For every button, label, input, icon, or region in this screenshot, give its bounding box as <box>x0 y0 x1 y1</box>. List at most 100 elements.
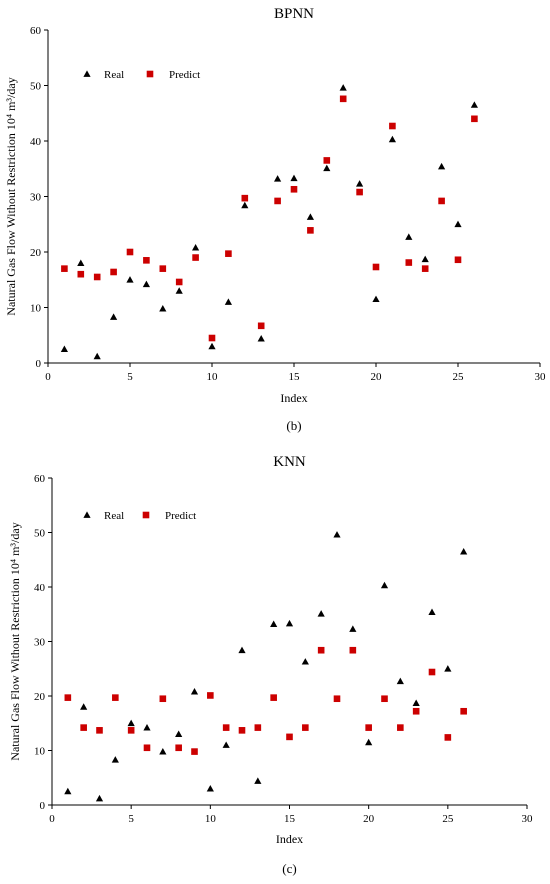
data-point-predict <box>317 646 325 654</box>
x-tick-label: 0 <box>45 371 51 383</box>
data-point-real <box>143 724 151 731</box>
data-point-real <box>159 747 167 755</box>
legend-marker-real <box>83 70 91 77</box>
x-tick-label: 15 <box>289 371 301 383</box>
data-point-real <box>93 352 101 360</box>
data-point-real <box>126 276 134 283</box>
data-point-real <box>206 785 214 792</box>
data-point-real <box>190 688 199 695</box>
data-point-real <box>60 345 68 353</box>
data-point-predict <box>323 157 331 164</box>
data-point-real <box>372 295 380 303</box>
legend-marker-real <box>83 511 91 518</box>
x-axis-label: Index <box>280 391 307 405</box>
y-tick-label: 10 <box>30 303 42 315</box>
y-tick-label: 40 <box>30 136 42 148</box>
data-point-predict <box>365 724 372 731</box>
x-tick-label: 0 <box>49 813 55 825</box>
data-point-predict <box>372 263 380 271</box>
data-point-real <box>111 756 119 763</box>
data-point-predict <box>225 250 232 257</box>
figure-caption: (c) <box>282 861 296 876</box>
legend: Real Predict <box>83 69 200 81</box>
data-point-real <box>421 255 429 263</box>
data-point-real <box>380 581 389 589</box>
data-point-predict <box>77 270 85 278</box>
data-point-real <box>365 738 373 746</box>
x-tick-label: 15 <box>284 813 296 825</box>
y-axis-label: Natural Gas Flow Without Restriction 10⁴… <box>4 77 18 315</box>
data-point-predict <box>333 695 341 703</box>
y-tick-label: 20 <box>30 247 42 259</box>
y-tick-label: 60 <box>30 25 42 37</box>
x-tick-label: 10 <box>207 371 219 383</box>
data-point-predict <box>290 185 298 193</box>
data-point-real <box>222 741 230 748</box>
x-tick-label: 25 <box>453 371 465 383</box>
data-point-predict <box>110 268 117 276</box>
data-point-predict <box>412 707 420 715</box>
y-tick-label: 40 <box>34 582 46 594</box>
series-predict <box>61 95 478 342</box>
data-point-predict <box>438 197 445 205</box>
data-point-predict <box>454 256 462 264</box>
y-tick-label: 0 <box>36 358 42 370</box>
data-point-real <box>95 794 104 802</box>
data-point-predict <box>241 194 249 202</box>
data-point-predict <box>208 334 216 342</box>
data-point-predict <box>159 695 167 703</box>
data-point-predict <box>356 188 363 196</box>
chart-title: BPNN <box>274 6 314 22</box>
x-tick-label: 10 <box>205 813 217 825</box>
data-point-real <box>77 259 85 266</box>
legend-label-real: Real <box>104 69 124 81</box>
data-point-real <box>175 287 183 294</box>
data-point-real <box>127 719 135 727</box>
data-point-real <box>110 313 118 320</box>
data-point-predict <box>207 692 214 699</box>
data-point-real <box>254 777 262 784</box>
data-point-predict <box>421 265 429 272</box>
data-point-predict <box>143 744 151 752</box>
data-point-real <box>306 213 314 220</box>
data-point-real <box>438 162 446 170</box>
data-point-real <box>257 334 265 342</box>
data-point-real <box>388 135 396 143</box>
y-tick-label: 20 <box>34 691 46 703</box>
data-point-predict <box>381 695 388 703</box>
y-tick-label: 0 <box>40 800 46 812</box>
series-real <box>64 531 468 802</box>
data-point-real <box>412 699 420 706</box>
data-point-real <box>470 101 478 108</box>
data-point-real <box>460 547 468 555</box>
x-tick-label: 30 <box>535 371 547 383</box>
data-point-predict <box>349 646 357 654</box>
data-point-predict <box>397 724 404 731</box>
data-point-predict <box>302 724 309 731</box>
data-point-real <box>270 620 278 627</box>
data-point-real <box>323 164 331 172</box>
figure-caption: (b) <box>286 418 301 433</box>
data-point-real <box>159 305 167 312</box>
chart-bpnn: BPNN 0 5 10 15 20 25 30 0 10 20 30 40 50 60 Index Natura… <box>4 6 546 433</box>
data-point-real <box>285 619 294 627</box>
data-point-real <box>349 625 357 632</box>
x-tick-label: 5 <box>127 371 133 383</box>
legend-marker-predict <box>142 511 150 519</box>
data-point-real <box>339 84 347 91</box>
data-point-predict <box>175 744 182 752</box>
data-point-real <box>208 342 216 350</box>
data-point-real <box>356 180 364 187</box>
data-point-predict <box>126 248 134 256</box>
data-point-real <box>80 703 88 710</box>
legend-marker-predict <box>146 70 154 78</box>
legend: Real Predict <box>83 510 196 522</box>
chart-title: KNN <box>273 454 306 470</box>
y-tick-label: 50 <box>30 81 42 93</box>
data-point-predict <box>222 724 230 731</box>
data-point-predict <box>238 727 246 734</box>
data-point-real <box>241 201 249 209</box>
data-point-real <box>301 658 309 665</box>
legend-label-real: Real <box>104 510 124 522</box>
